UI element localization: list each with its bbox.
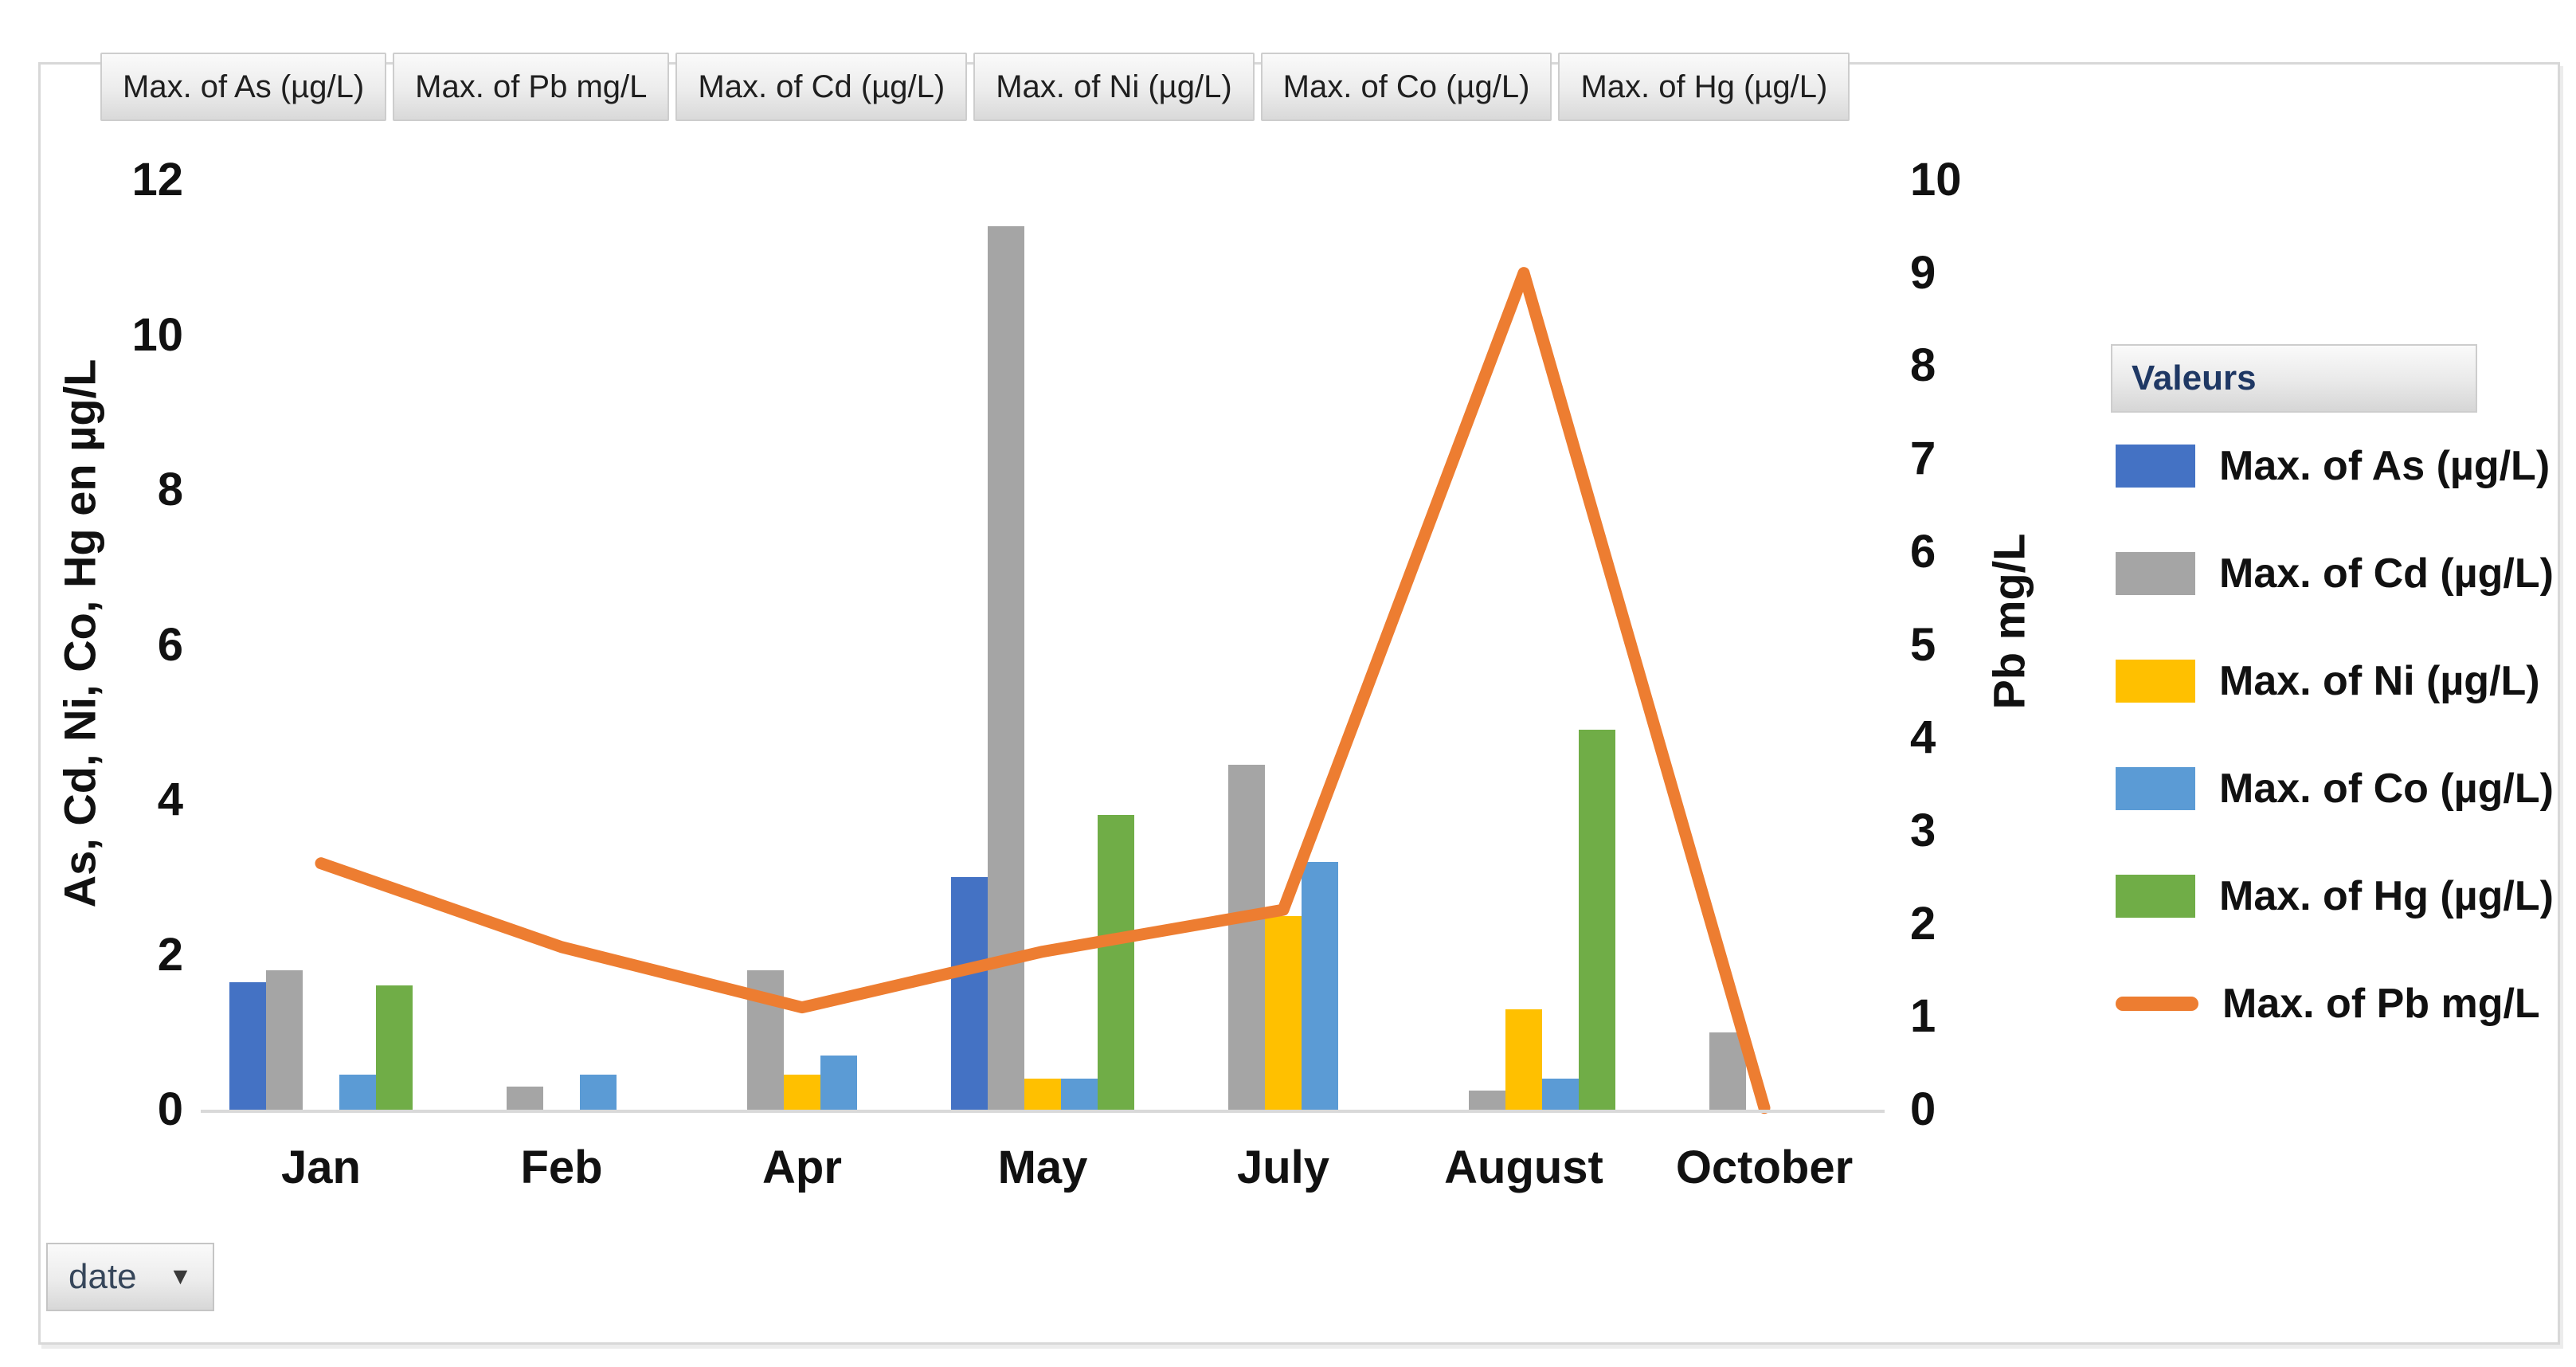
secondary-y-axis-tick-label: 0 — [1910, 1083, 1936, 1135]
legend-item[interactable]: Max. of Cd (µg/L) — [2116, 547, 2554, 600]
legend-item-label: Max. of Hg (µg/L) — [2219, 873, 2554, 919]
legend-color-swatch-icon — [2116, 445, 2195, 488]
value-field-buttons: Max. of As (µg/L) Max. of Pb mg/L Max. of … — [100, 53, 1850, 121]
legend-item-label: Max. of Ni (µg/L) — [2219, 658, 2540, 704]
legend-item-label: Max. of As (µg/L) — [2219, 443, 2551, 489]
bar-max-of-co-g-l--may[interactable] — [1061, 1079, 1098, 1110]
legend-color-swatch-icon — [2116, 767, 2195, 810]
y-axis-tick-label: 6 — [157, 618, 183, 671]
legend-item[interactable]: Max. of Ni (µg/L) — [2116, 655, 2540, 707]
bar-max-of-ni-g-l--may[interactable] — [1024, 1079, 1061, 1110]
legend-line-swatch-icon — [2116, 997, 2198, 1011]
bar-max-of-co-g-l--apr[interactable] — [820, 1055, 857, 1110]
y-axis-tick-label: 8 — [157, 464, 183, 515]
pivot-field-button[interactable]: Max. of Cd (µg/L) — [675, 53, 968, 121]
secondary-y-axis-tick-label: 6 — [1910, 525, 1936, 578]
secondary-y-axis-tick-label: 8 — [1910, 339, 1936, 392]
x-axis-category-label: Apr — [762, 1142, 842, 1193]
bar-max-of-ni-g-l--august[interactable] — [1505, 1009, 1542, 1110]
secondary-y-axis-tick-label: 7 — [1910, 433, 1936, 485]
bar-max-of-co-g-l--july[interactable] — [1302, 861, 1338, 1110]
bar-max-of-ni-g-l--apr[interactable] — [784, 1075, 820, 1110]
legend-color-swatch-icon — [2116, 660, 2195, 703]
secondary-y-axis-tick-label: 9 — [1910, 246, 1936, 299]
line-max-of-pb[interactable] — [315, 267, 1771, 1114]
bar-max-of-co-g-l--august[interactable] — [1542, 1079, 1579, 1110]
bar-max-of-cd-g-l--october[interactable] — [1709, 1032, 1746, 1110]
legend-color-swatch-icon — [2116, 875, 2195, 918]
date-field-button[interactable]: date ▼ — [46, 1243, 215, 1311]
legend-item[interactable]: Max. of Hg (µg/L) — [2116, 870, 2554, 922]
secondary-y-axis-tick-label: 1 — [1910, 990, 1936, 1043]
date-field-label: date — [69, 1257, 137, 1296]
y-axis-tick-label: 4 — [157, 774, 183, 825]
legend-item[interactable]: Max. of Co (µg/L) — [2116, 762, 2554, 815]
x-axis-category-label: May — [997, 1142, 1088, 1193]
x-axis-category-label: Feb — [520, 1142, 603, 1193]
bar-max-of-as-g-l--may[interactable] — [951, 877, 988, 1110]
pivot-field-button[interactable]: Max. of Co (µg/L) — [1260, 53, 1552, 121]
bar-max-of-co-g-l--feb[interactable] — [580, 1075, 617, 1110]
bar-max-of-hg-g-l--august[interactable] — [1579, 730, 1615, 1110]
legend-item-label: Max. of Cd (µg/L) — [2219, 550, 2554, 597]
pivot-field-button[interactable]: Max. of Pb mg/L — [393, 53, 670, 121]
bar-max-of-hg-g-l--may[interactable] — [1098, 815, 1134, 1110]
pivot-field-button[interactable]: Max. of Hg (µg/L) — [1558, 53, 1850, 121]
secondary-y-axis-tick-label: 10 — [1910, 154, 1962, 206]
bar-max-of-cd-g-l--august[interactable] — [1469, 1090, 1505, 1110]
chart-frame — [38, 62, 2560, 1345]
bar-max-of-ni-g-l--july[interactable] — [1265, 915, 1302, 1110]
secondary-y-axis-tick-label: 2 — [1910, 897, 1936, 950]
y-axis-tick-label: 2 — [157, 928, 183, 981]
pivot-field-button[interactable]: Max. of As (µg/L) — [100, 53, 387, 121]
y-axis-tick-label: 10 — [131, 308, 183, 361]
bar-max-of-cd-g-l--may[interactable] — [988, 226, 1024, 1110]
legend-item[interactable]: Max. of As (µg/L) — [2116, 440, 2550, 492]
secondary-y-axis-tick-label: 3 — [1910, 804, 1936, 856]
x-axis-line — [201, 1110, 1885, 1113]
x-axis-category-label: August — [1444, 1142, 1603, 1193]
dropdown-arrow-icon[interactable]: ▼ — [168, 1263, 193, 1290]
y-axis-tick-label: 0 — [157, 1083, 183, 1135]
bar-max-of-hg-g-l--jan[interactable] — [376, 985, 413, 1110]
legend-item[interactable]: Max. of Pb mg/L — [2116, 977, 2540, 1030]
bar-max-of-as-g-l--jan[interactable] — [229, 981, 266, 1110]
legend-item-label: Max. of Pb mg/L — [2222, 981, 2540, 1027]
x-axis-category-label: Jan — [281, 1142, 361, 1193]
legend-field-button-valeurs[interactable]: Valeurs — [2111, 344, 2477, 413]
legend-header-label: Valeurs — [2132, 358, 2257, 398]
bar-max-of-cd-g-l--jan[interactable] — [266, 969, 303, 1110]
bar-max-of-cd-g-l--july[interactable] — [1228, 765, 1265, 1110]
bar-max-of-co-g-l--jan[interactable] — [339, 1075, 376, 1110]
legend-item-label: Max. of Co (µg/L) — [2219, 766, 2554, 812]
x-axis-category-label: October — [1675, 1142, 1854, 1193]
legend-color-swatch-icon — [2116, 552, 2195, 595]
secondary-y-axis-tick-label: 5 — [1910, 618, 1936, 671]
x-axis-category-label: July — [1236, 1142, 1330, 1193]
y-axis-tick-label: 12 — [131, 154, 183, 206]
secondary-y-axis-tick-label: 4 — [1910, 711, 1936, 764]
bar-max-of-cd-g-l--feb[interactable] — [507, 1086, 543, 1110]
pivot-field-button[interactable]: Max. of Ni (µg/L) — [973, 53, 1255, 121]
